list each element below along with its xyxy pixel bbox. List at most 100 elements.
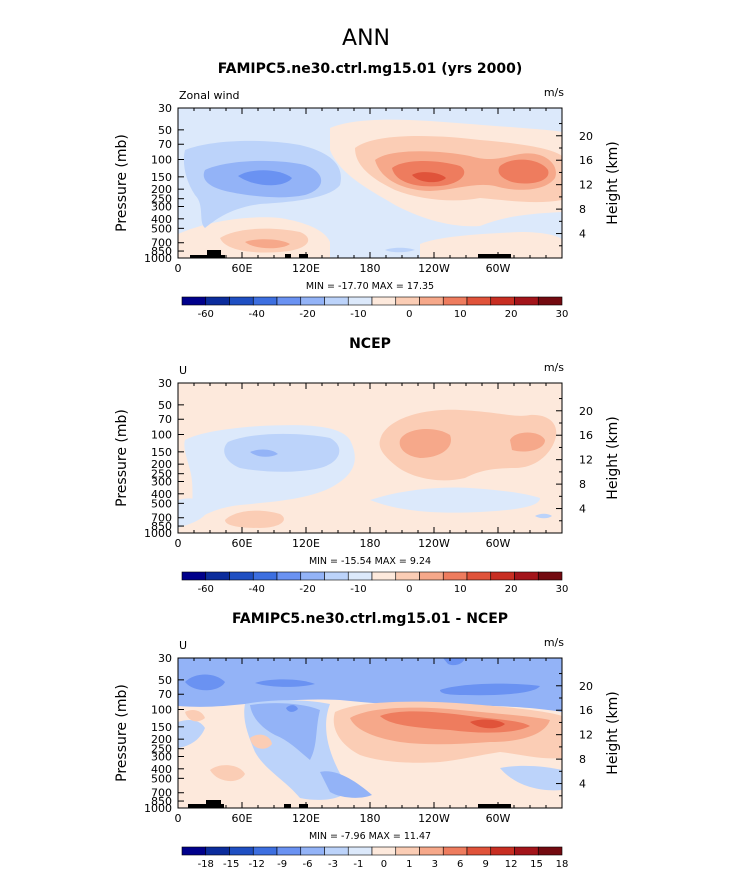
x-tick-label: 120E bbox=[292, 537, 320, 550]
colorbar-label: -15 bbox=[223, 859, 239, 870]
negative-region bbox=[440, 683, 540, 696]
y-right-tick-label: 16 bbox=[579, 704, 593, 717]
y-tick-label: 850 bbox=[151, 520, 172, 533]
colorbar-label: -18 bbox=[198, 859, 214, 870]
colorbar-swatch bbox=[276, 846, 302, 856]
min-max-label: MIN = -15.54 MAX = 9.24 bbox=[309, 556, 431, 567]
negative-region bbox=[178, 658, 562, 712]
y-tick-label: 50 bbox=[158, 399, 172, 412]
positive-region bbox=[470, 719, 505, 729]
colorbar-label: 30 bbox=[556, 584, 569, 595]
colorbar-label: -40 bbox=[248, 584, 264, 595]
negative-region bbox=[238, 170, 292, 186]
topography-block bbox=[299, 254, 308, 258]
colorbar-swatch bbox=[537, 846, 563, 856]
y-tick-label: 50 bbox=[158, 124, 172, 137]
y-tick-label: 250 bbox=[151, 193, 172, 206]
x-tick-label: 120W bbox=[418, 262, 450, 275]
colorbar-label: -3 bbox=[328, 859, 338, 870]
x-tick-label: 120E bbox=[292, 812, 320, 825]
colorbar-swatch bbox=[466, 296, 492, 306]
negative-region bbox=[443, 658, 465, 666]
positive-region bbox=[250, 734, 272, 749]
colorbar-swatch bbox=[324, 296, 349, 306]
y-tick-label: 70 bbox=[158, 138, 172, 151]
y-right-tick-label: 20 bbox=[579, 405, 593, 418]
x-tick-label: 120W bbox=[418, 537, 450, 550]
colorbar-label: 10 bbox=[454, 309, 467, 320]
y-tick-label: 300 bbox=[151, 750, 172, 763]
x-tick-label: 60W bbox=[486, 812, 511, 825]
negative-region bbox=[286, 705, 298, 712]
colorbar-label: 0 bbox=[406, 309, 412, 320]
y-right-tick-label: 20 bbox=[579, 130, 593, 143]
y-right-tick-label: 12 bbox=[579, 179, 593, 192]
x-tick-label: 120W bbox=[418, 812, 450, 825]
y-tick-label: 100 bbox=[151, 704, 172, 717]
y-axis-title-left: Pressure (mb) bbox=[114, 134, 130, 232]
field-label: Zonal wind bbox=[179, 89, 240, 102]
x-tick-label: 60E bbox=[232, 262, 253, 275]
colorbar-swatch bbox=[276, 571, 302, 581]
y-tick-label: 500 bbox=[151, 222, 172, 235]
positive-region bbox=[510, 432, 545, 452]
min-max-label: MIN = -7.96 MAX = 11.47 bbox=[309, 831, 431, 842]
x-tick-label: 60W bbox=[486, 537, 511, 550]
page-title: ANN bbox=[342, 26, 390, 51]
colorbar-label: 20 bbox=[505, 309, 518, 320]
colorbar-swatch bbox=[252, 846, 278, 856]
y-tick-label: 1000 bbox=[144, 252, 172, 265]
y-tick-label: 500 bbox=[151, 772, 172, 785]
colorbar-swatch bbox=[537, 571, 563, 581]
y-tick-label: 150 bbox=[151, 721, 172, 734]
y-tick-label: 700 bbox=[151, 512, 172, 525]
x-tick-label: 180 bbox=[360, 537, 381, 550]
colorbar-swatch bbox=[490, 296, 515, 306]
y-right-tick-label: 16 bbox=[579, 154, 593, 167]
colorbar-swatch bbox=[324, 846, 349, 856]
colorbar-swatch bbox=[514, 846, 539, 856]
x-tick-label: 0 bbox=[175, 537, 182, 550]
colorbar-swatch bbox=[205, 571, 230, 581]
topography-block bbox=[206, 800, 221, 808]
topography-block bbox=[299, 804, 308, 808]
panel-diff: FAMIPC5.ne30.ctrl.mg15.01 - NCEP U m/s bbox=[114, 611, 621, 870]
y-right-tick-label: 12 bbox=[579, 729, 593, 742]
colorbar-swatch bbox=[466, 846, 492, 856]
colorbar-swatch bbox=[181, 296, 207, 306]
colorbar-swatch bbox=[205, 296, 230, 306]
positive-region bbox=[498, 159, 549, 184]
y-tick-label: 1000 bbox=[144, 527, 172, 540]
units-label: m/s bbox=[544, 86, 564, 99]
colorbar-label: 3 bbox=[432, 859, 438, 870]
positive-region bbox=[245, 239, 290, 249]
topography-block bbox=[478, 254, 511, 258]
y-axis-title-left: Pressure (mb) bbox=[114, 684, 130, 782]
negative-region bbox=[178, 720, 205, 748]
y-axis-title-right: Height (km) bbox=[605, 691, 621, 774]
y-tick-label: 400 bbox=[151, 763, 172, 776]
negative-region bbox=[250, 449, 278, 457]
positive-region bbox=[185, 710, 205, 722]
units-label: m/s bbox=[544, 636, 564, 649]
colorbar-swatch bbox=[466, 571, 492, 581]
colorbar-label: -60 bbox=[198, 584, 214, 595]
colorbar-label: 12 bbox=[505, 859, 518, 870]
colorbar-label: 1 bbox=[406, 859, 412, 870]
y-tick-label: 70 bbox=[158, 413, 172, 426]
negative-region bbox=[320, 771, 372, 798]
colorbar-label: 9 bbox=[482, 859, 488, 870]
x-tick-label: 0 bbox=[175, 262, 182, 275]
panel-obs: NCEP U m/s 0 60E 120E 180 120W 60W30507010015… bbox=[114, 336, 621, 595]
colorbar-swatch bbox=[181, 571, 207, 581]
colorbar-swatch bbox=[537, 296, 563, 306]
y-tick-label: 30 bbox=[158, 102, 172, 115]
colorbar-label: 15 bbox=[530, 859, 543, 870]
colorbar-swatch bbox=[419, 571, 444, 581]
y-right-tick-label: 8 bbox=[579, 753, 586, 766]
colorbar-swatch bbox=[419, 846, 444, 856]
y-tick-label: 150 bbox=[151, 171, 172, 184]
y-right-tick-label: 4 bbox=[579, 778, 586, 791]
colorbar-label: -6 bbox=[303, 859, 313, 870]
